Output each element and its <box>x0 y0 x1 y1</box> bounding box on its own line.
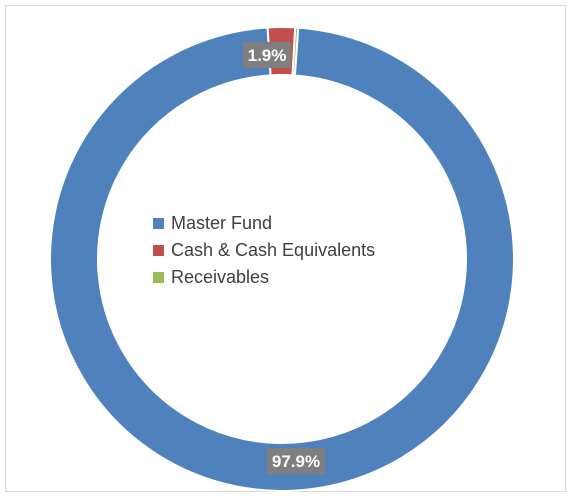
legend-item-receivables: Receivables <box>153 264 375 291</box>
legend-item-cash: Cash & Cash Equivalents <box>153 237 375 264</box>
donut-slice-0 <box>49 26 515 492</box>
legend-label: Master Fund <box>171 213 273 233</box>
data-label-bg <box>243 42 291 68</box>
data-label-1: 1.9% <box>243 42 291 68</box>
data-label-0: 97.9% <box>267 448 325 474</box>
legend-swatch-receivables <box>153 272 164 283</box>
legend-label: Receivables <box>171 267 270 287</box>
data-label-text: 97.9% <box>272 452 320 471</box>
legend-swatch-cash <box>153 245 164 256</box>
donut-slice-2 <box>291 26 300 77</box>
legend-label: Cash & Cash Equivalents <box>171 240 376 260</box>
legend: Master Fund Cash & Cash Equivalents Rece… <box>153 210 375 291</box>
legend-item-master-fund: Master Fund <box>153 210 375 237</box>
legend-swatch-master-fund <box>153 218 164 229</box>
data-label-bg <box>267 448 325 474</box>
data-label-text: 1.9% <box>248 46 287 65</box>
